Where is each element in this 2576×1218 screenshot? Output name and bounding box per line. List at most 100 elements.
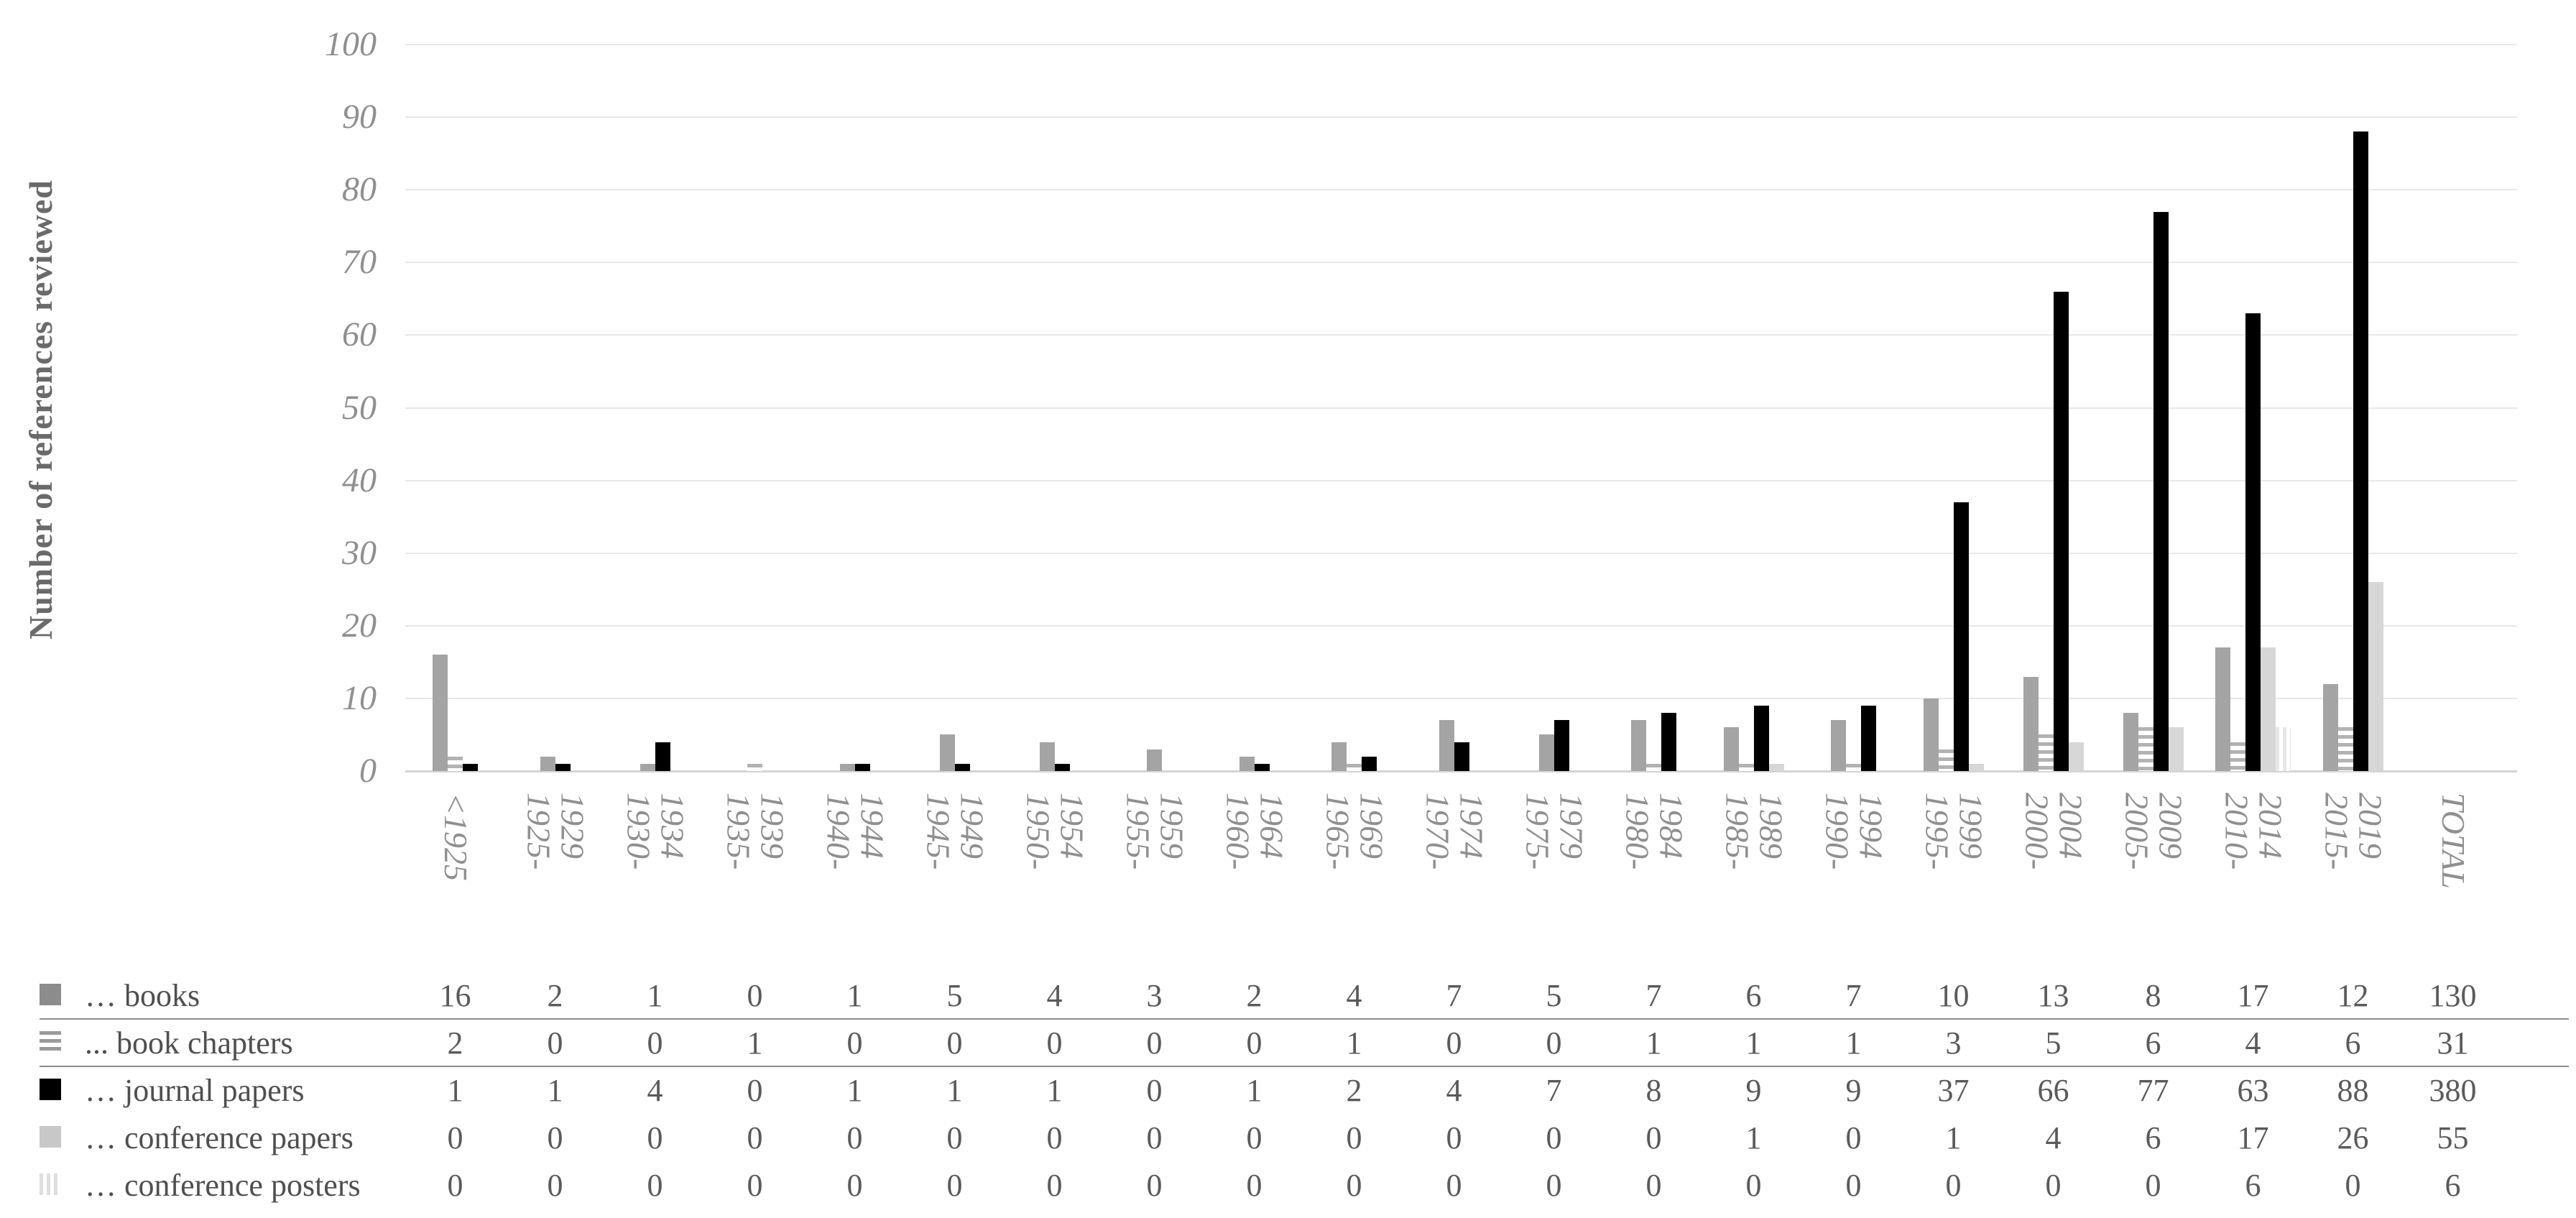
table-cell-conference_papers-1930-1934: 0 xyxy=(647,1120,663,1155)
table-cell-books-1965-1969: 4 xyxy=(1346,977,1362,1013)
table-cell-conference_posters-1990-1994: 0 xyxy=(1845,1167,1862,1203)
table-cell-journal_papers-1995-1999: 37 xyxy=(1937,1072,1970,1108)
table-cell-books-1975-1979: 5 xyxy=(1546,977,1562,1013)
table-cell-books-2000-2004: 13 xyxy=(2037,977,2069,1013)
x-label-cell-2015-2019: 2015- 2019 xyxy=(2303,793,2403,889)
bar-books-1975-1979 xyxy=(1538,734,1554,771)
gridline-10 xyxy=(405,698,2517,699)
table-cell-conference_papers-1955-1959: 0 xyxy=(1146,1120,1163,1155)
table-cell-conference_papers-2010-2014: 17 xyxy=(2237,1120,2269,1155)
x-axis-label-<1925: <1925 xyxy=(437,793,474,882)
bar-books-2005-2009 xyxy=(2123,713,2138,771)
table-cell-books-1945-1949: 5 xyxy=(946,977,963,1013)
table-cell-journal_papers-2000-2004: 66 xyxy=(2037,1072,2069,1108)
table-cell-conference_papers-1995-1999: 1 xyxy=(1945,1120,1962,1155)
bar-books-1960-1964 xyxy=(1239,757,1255,771)
bar-journal_papers-<1925 xyxy=(463,764,478,771)
x-axis-label-1935-1939: 1935- 1939 xyxy=(720,793,791,870)
bar-group-1935-1939 xyxy=(705,45,805,771)
x-axis-label-1975-1979: 1975- 1979 xyxy=(1519,793,1590,870)
y-tick-label-90: 90 xyxy=(342,98,377,136)
legend-swatch-conference_posters-icon xyxy=(40,1173,61,1195)
gridline-40 xyxy=(405,480,2517,481)
x-label-cell-2005-2009: 2005- 2009 xyxy=(2103,793,2203,889)
table-cell-journal_papers-1975-1979: 7 xyxy=(1546,1072,1562,1108)
bar-journal_papers-1990-1994 xyxy=(1861,706,1876,771)
table-cell-books-2015-2019: 12 xyxy=(2337,977,2369,1013)
table-cell-journal_papers-1945-1949: 1 xyxy=(946,1072,963,1108)
table-cell-books-2010-2014: 17 xyxy=(2237,977,2269,1013)
x-label-cell-1930-1934: 1930- 1934 xyxy=(605,793,705,889)
table-cell-conference_posters-1940-1944: 0 xyxy=(846,1167,863,1203)
bar-conference_papers-2000-2004 xyxy=(2068,742,2084,771)
bar-books-1970-1974 xyxy=(1439,720,1454,771)
bar-journal_papers-1965-1969 xyxy=(1362,757,1377,771)
bar-books-1945-1949 xyxy=(939,734,955,771)
x-axis-label-1980-1984: 1980- 1984 xyxy=(1619,793,1690,870)
table-cell-books-1930-1934: 1 xyxy=(647,977,663,1013)
bar-books-<1925 xyxy=(433,655,448,771)
table-cell-book_chapters-2000-2004: 5 xyxy=(2045,1025,2062,1061)
table-cell-conference_posters-2000-2004: 0 xyxy=(2045,1167,2062,1203)
table-cell-conference_posters-TOTAL: 6 xyxy=(2445,1167,2461,1203)
table-cell-conference_posters-1980-1984: 0 xyxy=(1645,1167,1662,1203)
table-cell-books-<1925: 16 xyxy=(439,977,471,1013)
table-row-journal_papers: … journal papers 1 1 4 0 1 1 1 0 1 2 4 7 8 9 9 37 66 77 63 8… xyxy=(0,1066,2576,1114)
table-cell-book_chapters-2010-2014: 4 xyxy=(2245,1025,2261,1061)
bar-group-1950-1954 xyxy=(1005,45,1104,771)
x-label-cell-1960-1964: 1960- 1964 xyxy=(1204,793,1304,889)
x-axis-label-1985-1989: 1985- 1989 xyxy=(1719,793,1790,870)
x-axis-label-1990-1994: 1990- 1994 xyxy=(1819,793,1890,870)
table-cell-book_chapters-1940-1944: 0 xyxy=(846,1025,863,1061)
x-axis-label-1960-1964: 1960- 1964 xyxy=(1219,793,1291,870)
table-cells-conference_posters: 0 0 0 0 0 0 0 0 0 0 0 0 0 0 0 0 0 0 6 0 6 xyxy=(405,1161,2503,1209)
table-cell-conference_papers-<1925: 0 xyxy=(447,1120,463,1155)
bar-group-1970-1974 xyxy=(1404,45,1504,771)
table-cell-book_chapters-1935-1939: 1 xyxy=(747,1025,763,1061)
table-cell-conference_posters-<1925: 0 xyxy=(447,1167,463,1203)
x-label-cell-1955-1959: 1955- 1959 xyxy=(1104,793,1204,889)
table-cell-books-1995-1999: 10 xyxy=(1937,977,1970,1013)
x-label-cell-1985-1989: 1985- 1989 xyxy=(1704,793,1804,889)
table-cell-book_chapters-1930-1934: 0 xyxy=(647,1025,663,1061)
table-cell-conference_papers-1980-1984: 0 xyxy=(1645,1120,1662,1155)
table-cell-conference_posters-1930-1934: 0 xyxy=(647,1167,663,1203)
bar-journal_papers-1970-1974 xyxy=(1454,742,1469,771)
table-cell-conference_posters-1925-1929: 0 xyxy=(547,1167,563,1203)
bar-books-1985-1989 xyxy=(1723,727,1739,771)
y-tick-label-60: 60 xyxy=(342,315,377,354)
x-axis-label-1965-1969: 1965- 1969 xyxy=(1319,793,1390,870)
x-label-cell-1975-1979: 1975- 1979 xyxy=(1504,793,1604,889)
x-label-cell-<1925: <1925 xyxy=(405,793,505,889)
gridline-20 xyxy=(405,625,2517,627)
table-cell-conference_papers-1990-1994: 0 xyxy=(1845,1120,1862,1155)
table-cell-journal_papers-2015-2019: 88 xyxy=(2337,1072,2369,1108)
table-cell-conference_posters-1985-1989: 0 xyxy=(1745,1167,1762,1203)
table-cell-conference_posters-1960-1964: 0 xyxy=(1246,1167,1262,1203)
gridline-80 xyxy=(405,189,2517,190)
bar-book_chapters-2000-2004 xyxy=(2038,734,2054,771)
bar-book_chapters-2005-2009 xyxy=(2138,727,2153,771)
bar-group-2010-2014 xyxy=(2203,45,2303,771)
table-cell-book_chapters-1925-1929: 0 xyxy=(547,1025,563,1061)
gridline-90 xyxy=(405,116,2517,118)
bar-books-1980-1984 xyxy=(1631,720,1646,771)
bar-journal_papers-1975-1979 xyxy=(1554,720,1569,771)
table-cell-journal_papers-TOTAL: 380 xyxy=(2429,1072,2477,1108)
bar-group-1960-1964 xyxy=(1204,45,1304,771)
x-axis-label-1940-1944: 1940- 1944 xyxy=(820,793,891,870)
x-label-cell-1970-1974: 1970- 1974 xyxy=(1404,793,1504,889)
table-cell-journal_papers-1955-1959: 0 xyxy=(1146,1072,1163,1108)
table-cell-journal_papers-1990-1994: 9 xyxy=(1845,1072,1862,1108)
x-axis-label-2010-2014: 2010- 2014 xyxy=(2218,793,2289,870)
table-cell-journal_papers-1970-1974: 4 xyxy=(1446,1072,1462,1108)
bar-book_chapters-1935-1939 xyxy=(747,764,762,771)
table-cell-conference_posters-2010-2014: 6 xyxy=(2245,1167,2261,1203)
bar-journal_papers-2015-2019 xyxy=(2353,132,2368,771)
bar-books-1950-1954 xyxy=(1039,742,1055,771)
y-tick-label-70: 70 xyxy=(342,243,377,281)
gridline-70 xyxy=(405,262,2517,263)
table-cell-conference_papers-1925-1929: 0 xyxy=(547,1120,563,1155)
bar-book_chapters-1990-1994 xyxy=(1846,764,1861,771)
bar-group-2015-2019 xyxy=(2303,45,2403,771)
